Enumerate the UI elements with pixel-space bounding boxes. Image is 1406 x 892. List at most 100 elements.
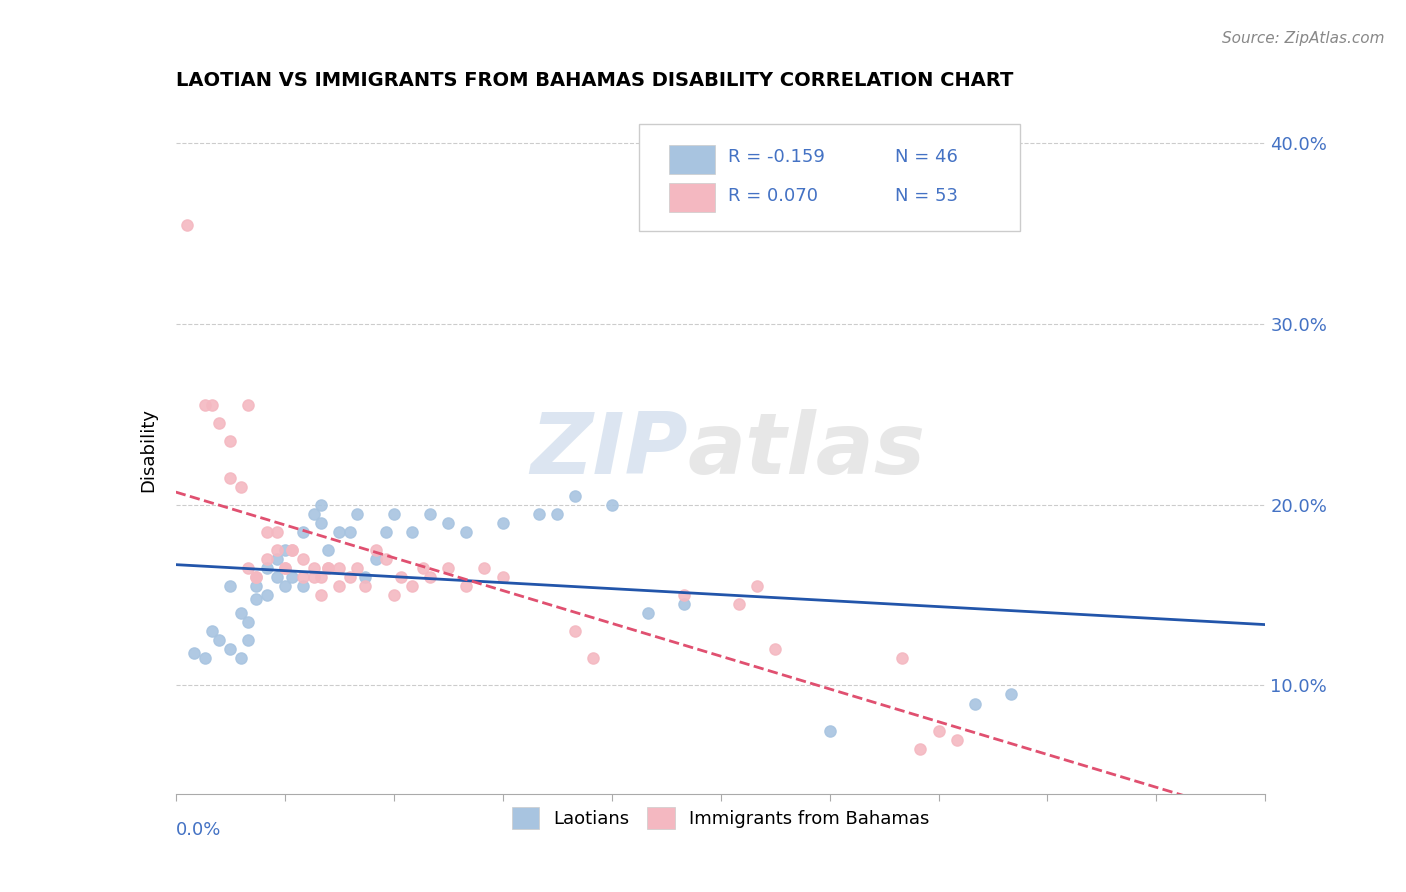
Point [238, 633, 260, 648]
Point [928, 723, 950, 738]
Point [474, 561, 496, 575]
Point [291, 579, 314, 593]
Point [245, 570, 267, 584]
Point [238, 615, 260, 630]
Point [238, 398, 260, 412]
Point [419, 570, 441, 584]
Point [201, 624, 224, 639]
Point [339, 524, 361, 539]
Point [219, 470, 242, 484]
Point [318, 542, 340, 557]
Point [201, 398, 224, 412]
Point [456, 579, 478, 593]
Text: Source: ZipAtlas.com: Source: ZipAtlas.com [1222, 31, 1385, 46]
Point [281, 542, 304, 557]
Point [256, 588, 278, 602]
Point [309, 570, 332, 584]
Point [274, 579, 297, 593]
Point [456, 524, 478, 539]
Point [963, 697, 986, 711]
Point [527, 507, 550, 521]
Point [309, 588, 332, 602]
Point [245, 570, 267, 584]
FancyBboxPatch shape [638, 124, 1021, 231]
Point [291, 524, 314, 539]
Point [266, 542, 288, 557]
Point [437, 516, 460, 530]
Point [353, 579, 375, 593]
Point [346, 507, 368, 521]
Y-axis label: Disability: Disability [139, 409, 157, 492]
Text: ZIP: ZIP [530, 409, 688, 492]
Point [492, 516, 515, 530]
Point [401, 524, 423, 539]
Point [891, 651, 914, 665]
Point [274, 561, 297, 575]
Text: N = 46: N = 46 [896, 148, 957, 166]
Legend: Laotians, Immigrants from Bahamas: Laotians, Immigrants from Bahamas [505, 800, 936, 837]
Point [339, 570, 361, 584]
Point [564, 489, 586, 503]
Point [309, 498, 332, 512]
Point [231, 480, 253, 494]
Point [238, 561, 260, 575]
Point [274, 561, 297, 575]
Point [818, 723, 841, 738]
Point [328, 561, 350, 575]
Point [302, 507, 325, 521]
Point [637, 606, 659, 620]
Point [183, 646, 205, 660]
Text: LAOTIAN VS IMMIGRANTS FROM BAHAMAS DISABILITY CORRELATION CHART: LAOTIAN VS IMMIGRANTS FROM BAHAMAS DISAB… [176, 71, 1014, 90]
Point [328, 579, 350, 593]
Point [412, 561, 434, 575]
Point [309, 516, 332, 530]
Point [281, 570, 304, 584]
Point [231, 606, 253, 620]
Point [266, 570, 288, 584]
Point [353, 570, 375, 584]
Point [364, 552, 387, 566]
Point [194, 651, 217, 665]
Point [582, 651, 605, 665]
Point [291, 552, 314, 566]
Point [219, 642, 242, 657]
Point [256, 561, 278, 575]
Point [673, 588, 696, 602]
Point [763, 642, 786, 657]
Point [318, 561, 340, 575]
Point [673, 597, 696, 611]
Point [176, 218, 198, 232]
Point [401, 579, 423, 593]
Point [219, 434, 242, 449]
Point [302, 561, 325, 575]
Point [364, 542, 387, 557]
Point [375, 552, 398, 566]
Point [291, 570, 314, 584]
Point [727, 597, 749, 611]
Point [208, 417, 231, 431]
Point [302, 570, 325, 584]
Point [1000, 688, 1022, 702]
Point [945, 732, 967, 747]
FancyBboxPatch shape [669, 183, 716, 212]
Text: N = 53: N = 53 [896, 186, 957, 204]
Point [231, 651, 253, 665]
Point [274, 542, 297, 557]
Point [564, 624, 586, 639]
Point [382, 588, 405, 602]
Point [208, 633, 231, 648]
Point [910, 741, 932, 756]
Text: atlas: atlas [688, 409, 927, 492]
Point [256, 524, 278, 539]
Point [281, 542, 304, 557]
Point [245, 591, 267, 606]
Point [389, 570, 412, 584]
Point [375, 524, 398, 539]
Text: R = -0.159: R = -0.159 [728, 148, 825, 166]
Text: 0.0%: 0.0% [176, 822, 221, 839]
Text: R = 0.070: R = 0.070 [728, 186, 818, 204]
Point [194, 398, 217, 412]
Point [328, 524, 350, 539]
Point [219, 579, 242, 593]
Point [492, 570, 515, 584]
